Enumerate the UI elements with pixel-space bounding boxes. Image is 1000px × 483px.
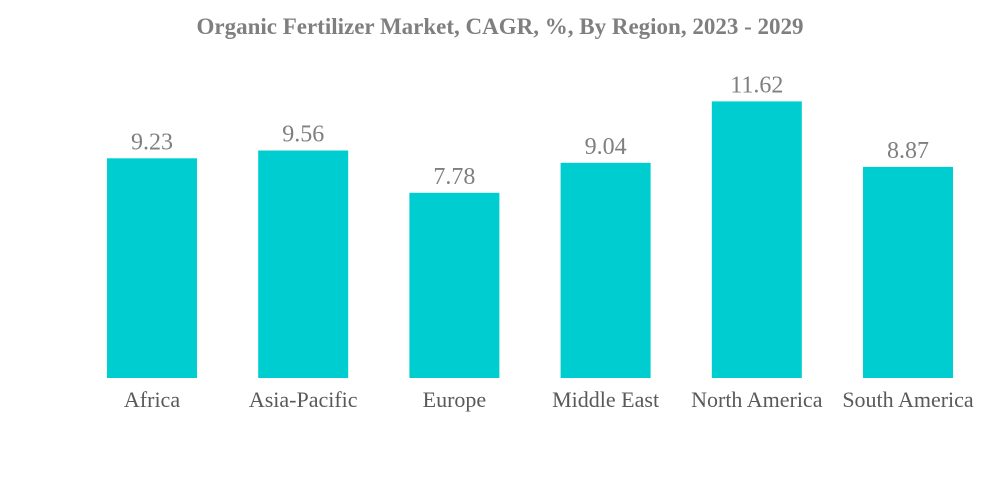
- category-label: Middle East: [552, 387, 659, 412]
- value-label: 9.56: [282, 122, 324, 148]
- bar-middle-east: [560, 162, 651, 378]
- bar-asia-pacific: [258, 150, 349, 378]
- chart-title: Organic Fertilizer Market, CAGR, %, By R…: [196, 14, 804, 39]
- category-label: North America: [691, 387, 823, 412]
- bar-south-america: [863, 166, 953, 378]
- value-label: 11.62: [730, 72, 783, 98]
- value-label: 9.23: [131, 129, 173, 155]
- bar-europe: [409, 192, 500, 378]
- value-label: 7.78: [433, 164, 475, 190]
- category-label-group: Africa Asia-Pacific Europe Middle East North…: [124, 387, 974, 412]
- category-label: South America: [842, 387, 974, 412]
- category-label: Europe: [423, 387, 487, 412]
- value-label-group: 9.23 9.56 7.78 9.04 11.62 8.87: [131, 72, 929, 189]
- bar-north-america: [711, 101, 802, 379]
- value-label: 9.04: [585, 134, 627, 160]
- value-label: 8.87: [887, 138, 929, 164]
- category-label: Asia-Pacific: [249, 387, 358, 412]
- bar-africa: [107, 158, 197, 378]
- category-label: Africa: [124, 387, 180, 412]
- bar-group: [107, 101, 953, 379]
